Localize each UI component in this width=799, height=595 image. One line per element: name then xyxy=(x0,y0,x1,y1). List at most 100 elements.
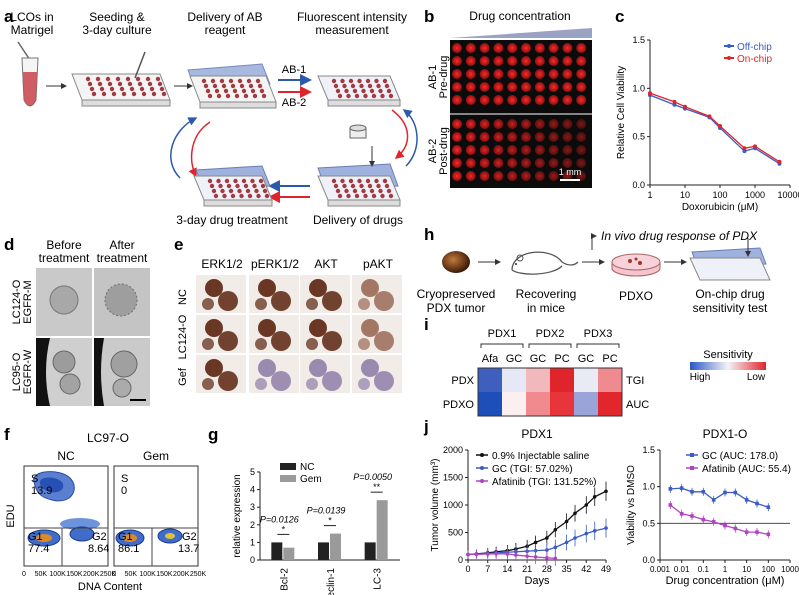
well xyxy=(548,56,559,66)
well xyxy=(548,69,559,79)
flow-xtick: 150K xyxy=(66,571,83,578)
col-erk: ERK1/2 xyxy=(201,257,243,271)
j1-ytick: 500 xyxy=(448,528,463,538)
c-point xyxy=(648,91,652,96)
well xyxy=(493,158,504,168)
legend-bar xyxy=(690,362,766,370)
treatment-chip-icon xyxy=(193,165,273,207)
heatmap-right-label: TGI xyxy=(626,375,644,387)
g-bar xyxy=(330,533,341,560)
panel-b: b Drug concentration 1 mm AB-1 Pre-drug … xyxy=(424,7,592,188)
measurement-chip-icon xyxy=(317,75,401,139)
well xyxy=(548,43,559,53)
pdx-tumor-icon xyxy=(442,251,470,273)
j2-point xyxy=(723,490,727,495)
g-legend: NC xyxy=(300,462,314,473)
row-nc: NC xyxy=(177,289,189,305)
well xyxy=(562,43,573,53)
g-ytick: 0 xyxy=(250,555,255,565)
j2-ytick: 0.0 xyxy=(642,555,655,565)
panel-i: i PDX1 PDX2 PDX3 Afa GC GC PC GC PC PDX PDXO TGI AUC… xyxy=(424,315,766,417)
well xyxy=(479,119,490,129)
j1-series-line xyxy=(467,490,607,556)
well xyxy=(534,171,545,181)
j1-series-line xyxy=(467,553,556,559)
well xyxy=(521,56,531,66)
well xyxy=(576,56,587,66)
well xyxy=(562,69,573,79)
j1-xtick: 7 xyxy=(485,564,490,574)
row-label-ab1: AB-1 xyxy=(427,65,439,89)
flow-xtick: 50K xyxy=(125,571,138,578)
well xyxy=(521,43,531,53)
well xyxy=(562,171,573,181)
step-measurement-line1: Fluorescent intensity xyxy=(297,10,407,24)
row-lc124: LC124-O xyxy=(177,314,189,359)
panel-letter-c: c xyxy=(615,7,624,26)
well xyxy=(562,95,573,105)
heatmap-cell xyxy=(478,392,502,416)
step-lco-line2: Matrigel xyxy=(11,23,54,37)
heatmap-cell xyxy=(526,392,550,416)
j1-legend: Afatinib (TGI: 131.52%) xyxy=(492,477,597,488)
g-bar xyxy=(271,542,283,560)
ihc-grid xyxy=(196,275,402,393)
step-recovering-line2: in mice xyxy=(527,301,565,315)
flow-xtick: 200K xyxy=(83,571,100,578)
step-lco-line1: LCOs in xyxy=(10,10,53,24)
flow-gate-label: 13.7 xyxy=(178,543,199,555)
c-xtick: 100 xyxy=(712,190,727,200)
well xyxy=(452,56,462,66)
j1-xtick: 14 xyxy=(502,564,512,574)
panel-d: d Before treatment After treatment LC124… xyxy=(4,235,150,406)
well xyxy=(534,119,545,129)
flow-gate-label: 8.64 xyxy=(88,543,109,555)
j1-point xyxy=(553,556,558,561)
well xyxy=(507,95,518,105)
j2-point xyxy=(711,498,716,502)
well xyxy=(465,119,476,129)
panel-letter-g: g xyxy=(208,425,218,444)
well xyxy=(548,158,559,168)
heatmap-col: GC xyxy=(578,353,595,365)
c-xtick: 10000 xyxy=(777,190,799,200)
well xyxy=(493,145,504,155)
well xyxy=(507,132,518,142)
heatmap-col: PC xyxy=(554,353,569,365)
flow-ylabel: EDU xyxy=(5,504,17,527)
panel-letter-a: a xyxy=(4,7,14,26)
j2-point xyxy=(755,501,759,506)
panel-c: c 0.0 0.5 1.0 1.5 1 10 100 1000 10000 Doxorubicin… xyxy=(615,7,799,213)
j2-xtick: 1000 xyxy=(781,565,799,574)
j1-xtick: 42 xyxy=(581,564,591,574)
step-pdxo: PDXO xyxy=(619,289,653,303)
panel-letter-b: b xyxy=(424,7,434,26)
well xyxy=(465,171,476,181)
step-onchip-line1: On-chip drug xyxy=(695,287,764,301)
j2-ylabel: Viability vs DMSO xyxy=(626,465,637,545)
panel-letter-i: i xyxy=(424,315,429,334)
j2-ytick: 0.5 xyxy=(642,518,655,528)
step-measurement-line2: measurement xyxy=(315,23,389,37)
flow-xtick: 250K xyxy=(100,571,117,578)
well xyxy=(548,132,559,142)
heatmap-group: PDX3 xyxy=(584,328,613,340)
j2-legend: GC (AUC: 178.0) xyxy=(702,451,778,462)
step-seeding-line2: 3-day culture xyxy=(82,23,152,37)
j2-point xyxy=(668,503,673,507)
pdxo-dish-icon xyxy=(611,253,661,277)
j2-point xyxy=(733,490,738,495)
c-ylabel: Relative Cell Viability xyxy=(616,66,627,159)
j2-xtick: 10 xyxy=(742,565,751,574)
heatmap-group: PDX2 xyxy=(536,328,565,340)
well xyxy=(465,82,476,92)
concentration-wedge xyxy=(450,28,592,38)
g-ytick: 1 xyxy=(250,537,255,547)
c-point xyxy=(718,124,722,129)
chart-j1: PDX1 0 500 1000 1500 2000 0 7 14 21 28 35 42 49 Days Tu… xyxy=(430,427,611,587)
well xyxy=(493,56,504,66)
c-ytick: 0.5 xyxy=(632,132,645,142)
heatmap-group: PDX1 xyxy=(488,328,517,340)
well xyxy=(452,69,462,79)
j2-xtick: 0.001 xyxy=(650,565,671,574)
